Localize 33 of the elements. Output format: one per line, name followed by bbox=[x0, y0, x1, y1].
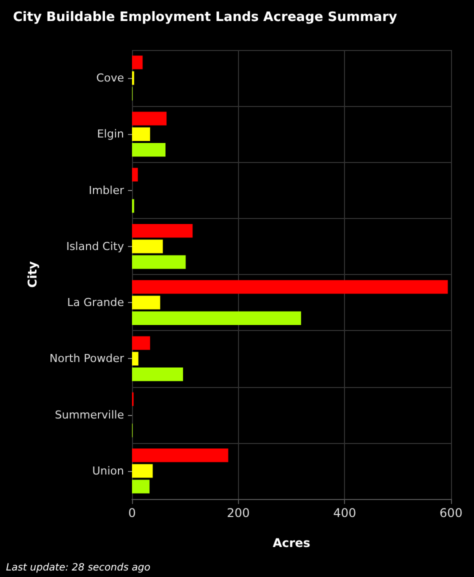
bar bbox=[132, 255, 186, 269]
bar bbox=[132, 240, 163, 254]
y-tick-label: Summerville bbox=[54, 408, 124, 422]
y-tick-label: Elgin bbox=[96, 128, 124, 141]
y-tick-label: Imbler bbox=[88, 184, 124, 197]
bar bbox=[132, 448, 228, 462]
y-tick-label: Island City bbox=[66, 240, 124, 253]
y-tick-label: La Grande bbox=[67, 296, 124, 310]
y-tick-label: North Powder bbox=[49, 352, 124, 366]
bar bbox=[132, 336, 150, 350]
bar bbox=[132, 464, 153, 478]
bar bbox=[132, 112, 167, 126]
x-tick-label: 0 bbox=[128, 506, 136, 520]
bar bbox=[132, 168, 138, 182]
x-axis-title: Acres bbox=[272, 536, 310, 550]
x-tick-label: 200 bbox=[226, 506, 250, 520]
bar bbox=[132, 311, 302, 326]
y-tick-label: Union bbox=[92, 464, 124, 478]
x-tick-label: 400 bbox=[333, 506, 356, 520]
bar bbox=[132, 352, 138, 366]
bar bbox=[132, 143, 166, 157]
y-axis-title: City bbox=[26, 261, 40, 288]
text: Last update: 28 seconds ago bbox=[6, 562, 150, 574]
bar bbox=[132, 280, 448, 294]
chart-title: City Buildable Employment Lands Acreage Summary bbox=[13, 10, 398, 25]
bar bbox=[132, 127, 150, 141]
y-tick-label: Cove bbox=[96, 72, 124, 85]
bar bbox=[132, 296, 160, 310]
bar bbox=[132, 224, 193, 238]
bar bbox=[132, 480, 150, 494]
x-tick-label: 600 bbox=[440, 506, 462, 520]
bar bbox=[132, 56, 143, 70]
bar bbox=[132, 368, 184, 382]
